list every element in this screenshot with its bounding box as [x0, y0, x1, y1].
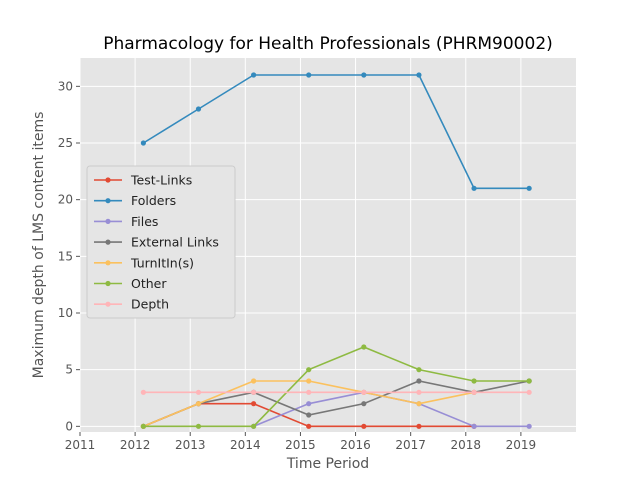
data-point — [416, 389, 422, 395]
data-point — [140, 389, 146, 395]
data-point — [195, 106, 202, 112]
data-point — [416, 423, 422, 429]
data-point — [195, 423, 202, 429]
series-line — [142, 74, 530, 190]
legend-label: External Links — [131, 235, 219, 250]
series-folders — [140, 72, 532, 191]
series-other — [140, 344, 532, 429]
data-point — [251, 72, 257, 78]
data-point — [195, 389, 202, 395]
legend-label: Test-Links — [130, 173, 192, 188]
y-tick-label: 30 — [58, 79, 73, 93]
legend-marker — [105, 218, 111, 224]
data-point — [306, 378, 312, 384]
data-point — [195, 401, 202, 407]
legend-box — [86, 165, 236, 319]
data-point — [361, 401, 367, 407]
legend-marker — [105, 280, 111, 287]
data-point — [140, 140, 146, 146]
data-point — [306, 389, 312, 395]
y-tick-label: 0 — [65, 419, 73, 433]
axis-ticks: 2011 2012 2013 2014 2015 2016 2017 2018 20190510… — [58, 79, 536, 452]
data-point — [251, 389, 257, 395]
y-tick-label: 5 — [65, 363, 73, 377]
data-point — [361, 72, 367, 78]
data-point — [416, 401, 422, 407]
series-depth — [140, 389, 532, 395]
y-tick-label: 10 — [58, 306, 73, 320]
data-point — [306, 367, 312, 373]
legend-label: Other — [131, 276, 167, 291]
x-tick-label: 2013 — [175, 438, 206, 452]
legend-marker — [105, 301, 111, 307]
y-tick-label: 15 — [58, 249, 73, 263]
data-point — [251, 423, 257, 429]
data-point — [361, 423, 367, 429]
series-lines — [140, 72, 532, 429]
x-tick-label: 2011 — [65, 438, 96, 452]
data-point — [251, 378, 257, 384]
x-tick-label: 2012 — [120, 438, 151, 452]
legend: Test-Links Folders Files External Links Turn… — [86, 165, 236, 319]
x-tick-label: 2018 — [451, 438, 482, 452]
legend-label: Files — [131, 214, 158, 229]
data-point — [306, 423, 312, 429]
data-point — [471, 378, 477, 384]
data-point — [251, 401, 257, 407]
x-tick-label: 2016 — [340, 438, 371, 452]
data-point — [416, 367, 422, 373]
data-point — [526, 185, 532, 191]
data-point — [306, 412, 312, 418]
legend-marker — [105, 239, 111, 245]
chart-title: Pharmacology for Health Professionals (P… — [103, 34, 553, 54]
data-point — [526, 423, 532, 429]
y-tick-label: 25 — [58, 136, 73, 150]
data-point — [471, 423, 477, 429]
legend-marker — [105, 198, 111, 204]
data-point — [416, 72, 422, 78]
y-axis-label: Maximum depth of LMS content items — [31, 112, 47, 379]
y-tick-label: 20 — [58, 193, 73, 207]
series-line — [143, 346, 530, 428]
x-axis-label: Time Period — [286, 456, 369, 472]
data-point — [306, 72, 312, 78]
legend-label: Folders — [131, 193, 176, 208]
data-point — [361, 344, 367, 350]
data-point — [306, 401, 312, 407]
data-point — [416, 378, 422, 384]
data-point — [526, 378, 532, 384]
x-tick-label: 2015 — [285, 438, 316, 452]
x-tick-label: 2014 — [230, 438, 261, 452]
data-point — [471, 389, 477, 395]
legend-marker — [105, 260, 111, 266]
data-point — [361, 389, 367, 395]
series-line — [143, 380, 530, 428]
data-point — [526, 389, 532, 395]
data-point — [471, 185, 477, 191]
x-tick-label: 2017 — [395, 438, 426, 452]
data-point — [140, 423, 146, 429]
legend-marker — [105, 177, 111, 183]
legend-label: TurnItIn(s) — [130, 255, 194, 270]
legend-label: Depth — [131, 297, 169, 312]
x-tick-label: 2019 — [506, 438, 537, 452]
